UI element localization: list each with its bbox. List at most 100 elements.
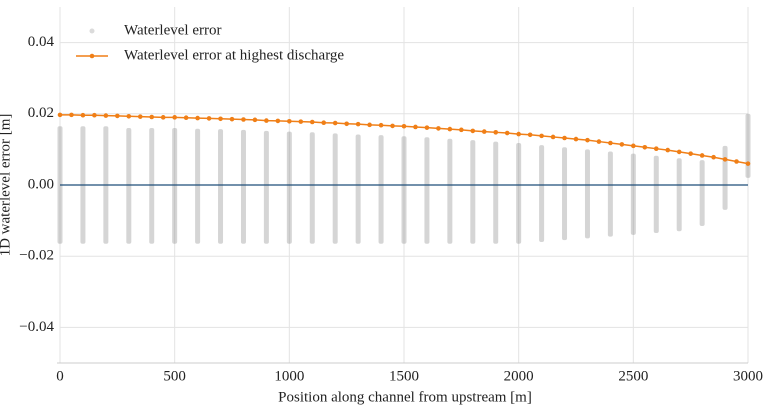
x-tick-label: 1000 <box>274 368 304 384</box>
marker <box>298 119 304 124</box>
y-tick-label: 0.00 <box>28 176 54 192</box>
error-column <box>286 131 292 244</box>
marker <box>206 116 212 121</box>
marker <box>470 128 476 134</box>
error-column <box>699 160 705 226</box>
marker <box>309 119 315 125</box>
marker <box>436 126 441 131</box>
marker <box>80 112 86 118</box>
error-column <box>470 140 476 244</box>
marker <box>424 125 430 130</box>
error-column <box>401 136 407 244</box>
error-column <box>332 133 338 244</box>
error-column <box>424 137 430 244</box>
marker <box>218 116 223 122</box>
marker <box>287 118 292 124</box>
marker <box>367 122 372 128</box>
marker <box>516 131 521 137</box>
error-column <box>493 141 499 244</box>
error-column <box>722 145 728 210</box>
error-column <box>607 151 613 237</box>
marker <box>642 144 648 150</box>
y-tick-label: 0.02 <box>28 105 54 121</box>
marker <box>722 157 728 162</box>
error-column <box>516 142 522 244</box>
marker <box>608 140 613 146</box>
error-column <box>355 134 361 244</box>
marker <box>229 116 235 122</box>
error-column <box>172 128 178 244</box>
marker <box>527 132 533 138</box>
marker <box>585 137 590 143</box>
marker <box>57 112 63 118</box>
error-column <box>653 155 659 234</box>
marker <box>69 112 74 118</box>
error-column <box>562 147 568 241</box>
marker <box>252 117 258 123</box>
x-tick-label: 3000 <box>733 368 763 384</box>
marker <box>631 143 636 149</box>
marker <box>413 124 418 130</box>
marker <box>92 112 97 118</box>
x-tick-label: 2500 <box>618 368 648 384</box>
x-tick-label: 0 <box>56 368 64 384</box>
error-column <box>745 113 751 178</box>
error-column <box>378 135 384 244</box>
marker <box>149 114 155 120</box>
marker <box>183 115 189 121</box>
marker <box>734 159 739 164</box>
marker <box>332 120 338 126</box>
y-tick-label: −0.02 <box>19 248 54 264</box>
marker <box>321 120 327 125</box>
marker <box>573 136 579 142</box>
marker <box>481 129 487 134</box>
x-tick-label: 500 <box>163 368 186 384</box>
marker <box>504 130 510 136</box>
marker <box>562 135 567 141</box>
error-column <box>539 145 545 242</box>
marker <box>745 161 751 166</box>
legend-label: Waterlevel error <box>124 22 221 38</box>
y-axis-label: 1D waterlevel error [m] <box>0 114 13 257</box>
marker <box>676 149 682 155</box>
marker <box>711 154 716 160</box>
marker <box>493 130 499 135</box>
y-tick-label: 0.04 <box>28 34 55 50</box>
marker <box>137 114 143 119</box>
marker <box>401 123 407 129</box>
marker <box>160 115 166 120</box>
legend-marker <box>89 28 95 34</box>
error-column <box>149 128 155 244</box>
error-column <box>447 138 453 244</box>
marker <box>115 113 120 119</box>
marker <box>596 139 602 144</box>
marker <box>355 121 361 127</box>
error-column <box>630 153 636 235</box>
marker <box>688 151 693 156</box>
marker <box>264 118 269 123</box>
marker <box>275 118 281 124</box>
x-tick-label: 1500 <box>389 368 419 384</box>
x-axis-label: Position along channel from upstream [m] <box>278 389 532 405</box>
marker <box>103 113 109 118</box>
marker <box>195 115 200 121</box>
marker <box>390 123 395 129</box>
error-column <box>195 128 201 244</box>
error-column <box>309 132 315 244</box>
marker <box>665 147 671 153</box>
marker <box>539 133 544 139</box>
legend-label: Waterlevel error at highest discharge <box>124 47 344 63</box>
y-tick-label: −0.04 <box>19 319 54 335</box>
marker <box>619 142 625 147</box>
x-tick-label: 2000 <box>504 368 534 384</box>
marker <box>447 126 453 132</box>
marker <box>344 121 349 127</box>
marker <box>126 113 132 119</box>
legend-marker <box>89 53 95 59</box>
marker <box>378 122 384 128</box>
error-column <box>676 158 682 232</box>
error-column <box>126 128 132 244</box>
error-column <box>584 149 590 239</box>
marker <box>241 117 246 122</box>
